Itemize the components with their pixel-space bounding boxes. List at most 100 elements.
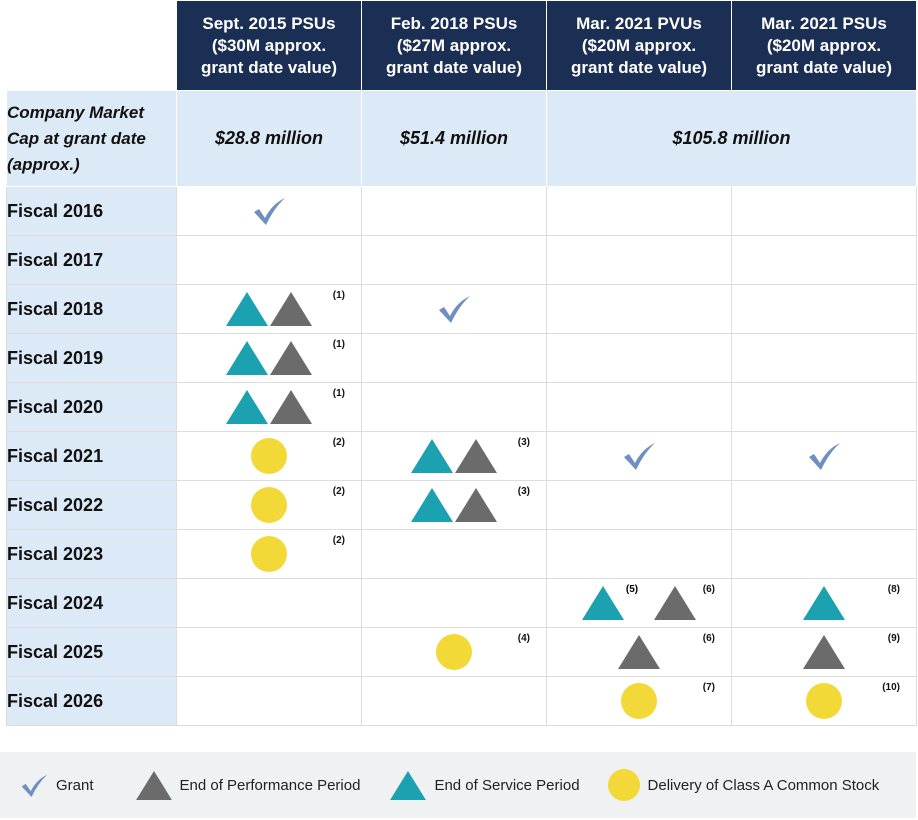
footnote: (3)	[517, 437, 530, 448]
header-line: ($20M approx.	[581, 35, 697, 55]
cell	[731, 431, 917, 481]
header-cell: Mar. 2021 PSUs ($20M approx. grant date va…	[731, 0, 917, 91]
header-row: Sept. 2015 PSUs ($30M approx. grant date v…	[6, 0, 917, 91]
grant-icon	[252, 196, 286, 226]
grant-icon	[807, 441, 841, 471]
cell	[546, 186, 732, 236]
cell	[361, 333, 547, 383]
row-label: Fiscal 2026	[6, 676, 177, 726]
legend-label: Grant	[56, 776, 94, 794]
legend: Grant End of Performance Period End of S…	[0, 752, 916, 818]
cell	[731, 235, 917, 285]
delivery-icon	[251, 438, 287, 474]
cell	[361, 676, 547, 726]
market-cap-value: $51.4 million	[361, 90, 547, 187]
performance-icon	[270, 341, 312, 375]
header-line: Mar. 2021 PSUs	[761, 13, 887, 33]
row-label: Fiscal 2019	[6, 333, 177, 383]
row-label: Fiscal 2016	[6, 186, 177, 236]
service-icon	[582, 586, 624, 620]
delivery-icon	[436, 634, 472, 670]
footnote: (2)	[332, 486, 345, 497]
row: Fiscal 2018 (1)	[6, 284, 917, 334]
cell	[731, 333, 917, 383]
cell	[176, 676, 362, 726]
performance-icon	[654, 586, 696, 620]
header-line: grant date value)	[385, 57, 523, 77]
cell	[546, 529, 732, 579]
header-line: Mar. 2021 PVUs	[576, 13, 702, 33]
cell	[176, 627, 362, 677]
legend-item: Grant	[20, 773, 94, 798]
footnote: (5)	[625, 584, 639, 595]
market-cap-row: Company Market Cap at grant date (approx.)…	[6, 90, 917, 187]
legend-label: End of Performance Period	[179, 776, 361, 794]
cell	[361, 382, 547, 432]
service-icon	[226, 292, 268, 326]
cell	[361, 235, 547, 285]
timeline-table: Sept. 2015 PSUs ($30M approx. grant date v…	[6, 0, 917, 726]
row: Fiscal 2022 (2) (3)	[6, 480, 917, 530]
row: Fiscal 2025 (4) (6) (9)	[6, 627, 917, 677]
footnote: (10)	[882, 682, 900, 693]
row-label: Fiscal 2023	[6, 529, 177, 579]
cell	[546, 235, 732, 285]
header-cell: Feb. 2018 PSUs ($27M approx. grant date va…	[361, 0, 547, 91]
cell	[546, 480, 732, 530]
performance-icon	[270, 390, 312, 424]
performance-icon	[455, 488, 497, 522]
header-blank	[6, 0, 177, 91]
footnote: (4)	[517, 633, 530, 644]
market-cap-value: $28.8 million	[176, 90, 362, 187]
cell	[731, 186, 917, 236]
cell: (7)	[546, 676, 732, 726]
cell: (2)	[176, 431, 362, 481]
cell	[361, 529, 547, 579]
footnote: (2)	[332, 535, 345, 546]
cell: (5) (6)	[546, 578, 732, 628]
cell	[361, 578, 547, 628]
header-line: grant date value)	[570, 57, 708, 77]
legend-item: End of Service Period	[390, 771, 580, 800]
cell	[546, 333, 732, 383]
service-icon	[411, 488, 453, 522]
header-line: Feb. 2018 PSUs	[390, 13, 518, 33]
header-line: ($30M approx.	[211, 35, 327, 55]
cell	[361, 284, 547, 334]
cell	[546, 382, 732, 432]
cell: (3)	[361, 480, 547, 530]
market-cap-value: $105.8 million	[546, 90, 917, 187]
footnote: (1)	[332, 290, 345, 301]
header-cell: Sept. 2015 PSUs ($30M approx. grant date v…	[176, 0, 362, 91]
cell	[731, 529, 917, 579]
cell: (6)	[546, 627, 732, 677]
row-label: Fiscal 2025	[6, 627, 177, 677]
cell: (9)	[731, 627, 917, 677]
footnote: (1)	[332, 339, 345, 350]
row: Fiscal 2026 (7) (10)	[6, 676, 917, 726]
performance-icon	[270, 292, 312, 326]
footnote: (6)	[702, 584, 715, 595]
footnote: (2)	[332, 437, 345, 448]
performance-icon	[136, 771, 172, 800]
footnote: (8)	[887, 584, 900, 595]
delivery-icon	[251, 536, 287, 572]
delivery-icon	[608, 769, 640, 801]
row-label: Fiscal 2024	[6, 578, 177, 628]
cell: (4)	[361, 627, 547, 677]
header-cell: Mar. 2021 PVUs ($20M approx. grant date va…	[546, 0, 732, 91]
cell	[176, 578, 362, 628]
legend-label: End of Service Period	[434, 776, 580, 794]
cell	[176, 186, 362, 236]
cell	[546, 431, 732, 481]
row-label: Fiscal 2021	[6, 431, 177, 481]
performance-icon	[455, 439, 497, 473]
cell	[731, 480, 917, 530]
cell	[731, 382, 917, 432]
grant-icon	[20, 773, 48, 798]
grant-icon	[622, 441, 656, 471]
cell: (1)	[176, 333, 362, 383]
delivery-icon	[251, 487, 287, 523]
service-icon	[803, 586, 845, 620]
